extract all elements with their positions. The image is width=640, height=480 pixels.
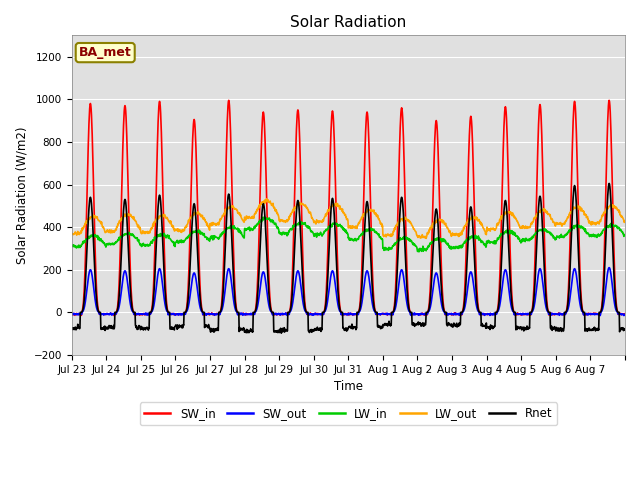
SW_out — [621, 312, 628, 317]
Rnet — [68, 325, 76, 331]
Rnet — [324, 281, 332, 287]
SW_in — [155, 110, 163, 116]
LW_out — [68, 230, 76, 236]
SW_in — [479, 311, 487, 317]
LW_out — [422, 236, 430, 241]
Legend: SW_in, SW_out, LW_in, LW_out, Rnet: SW_in, SW_out, LW_in, LW_out, Rnet — [140, 402, 557, 425]
Line: SW_in: SW_in — [72, 100, 625, 315]
LW_out — [560, 220, 568, 226]
Line: LW_out: LW_out — [72, 199, 625, 239]
LW_in — [614, 226, 622, 231]
Title: Solar Radiation: Solar Radiation — [290, 15, 406, 30]
SW_in — [324, 247, 332, 253]
LW_out — [614, 208, 622, 214]
LW_in — [261, 214, 269, 220]
SW_in — [334, 279, 342, 285]
LW_in — [621, 232, 628, 238]
Y-axis label: Solar Radiation (W/m2): Solar Radiation (W/m2) — [15, 126, 28, 264]
Rnet — [479, 324, 486, 329]
SW_in — [68, 311, 76, 317]
LW_in — [324, 227, 332, 232]
LW_out — [334, 203, 342, 208]
Rnet — [560, 326, 568, 332]
SW_in — [621, 311, 628, 317]
Text: BA_met: BA_met — [79, 46, 132, 59]
LW_out — [479, 225, 487, 231]
SW_in — [225, 97, 232, 103]
X-axis label: Time: Time — [334, 380, 363, 393]
SW_out — [479, 311, 486, 316]
Rnet — [621, 326, 628, 332]
Rnet — [614, 310, 622, 315]
SW_in — [560, 312, 568, 317]
LW_out — [262, 196, 270, 202]
SW_out — [559, 312, 567, 317]
LW_out — [324, 209, 332, 215]
LW_in — [415, 249, 423, 255]
Line: Rnet: Rnet — [72, 183, 625, 333]
LW_in — [560, 234, 568, 240]
SW_out — [596, 312, 604, 318]
LW_in — [334, 224, 342, 229]
Line: LW_in: LW_in — [72, 217, 625, 252]
SW_out — [154, 270, 162, 276]
SW_out — [605, 265, 613, 271]
SW_out — [68, 311, 76, 317]
SW_out — [323, 301, 331, 307]
SW_in — [614, 312, 622, 317]
Rnet — [154, 204, 162, 209]
LW_in — [479, 240, 487, 245]
Rnet — [605, 180, 613, 186]
LW_out — [621, 218, 628, 224]
Line: SW_out: SW_out — [72, 268, 625, 315]
SW_in — [110, 312, 118, 318]
Rnet — [278, 330, 285, 336]
LW_out — [154, 215, 162, 220]
SW_out — [614, 311, 622, 317]
LW_in — [68, 243, 76, 249]
SW_out — [333, 299, 341, 305]
LW_in — [154, 232, 162, 238]
Rnet — [334, 287, 342, 293]
